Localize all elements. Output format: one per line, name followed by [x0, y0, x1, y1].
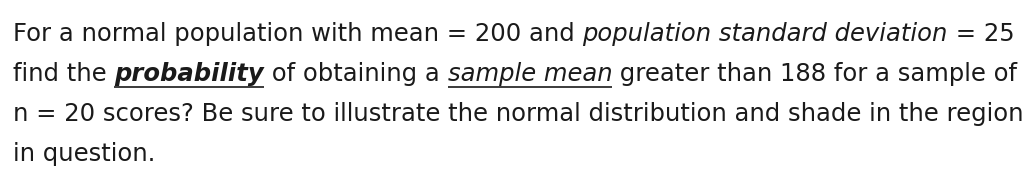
- Text: population standard deviation: population standard deviation: [583, 22, 948, 46]
- Text: n = 20 scores? Be sure to illustrate the normal distribution and shade in the re: n = 20 scores? Be sure to illustrate the…: [13, 102, 1024, 126]
- Text: probability: probability: [115, 62, 264, 86]
- Text: greater than 188 for a sample of: greater than 188 for a sample of: [612, 62, 1017, 86]
- Text: For a normal population with mean = 200 and: For a normal population with mean = 200 …: [13, 22, 583, 46]
- Text: in question.: in question.: [13, 142, 156, 166]
- Text: of obtaining a: of obtaining a: [264, 62, 447, 86]
- Text: = 25: = 25: [948, 22, 1015, 46]
- Text: find the: find the: [13, 62, 115, 86]
- Text: sample mean: sample mean: [447, 62, 612, 86]
